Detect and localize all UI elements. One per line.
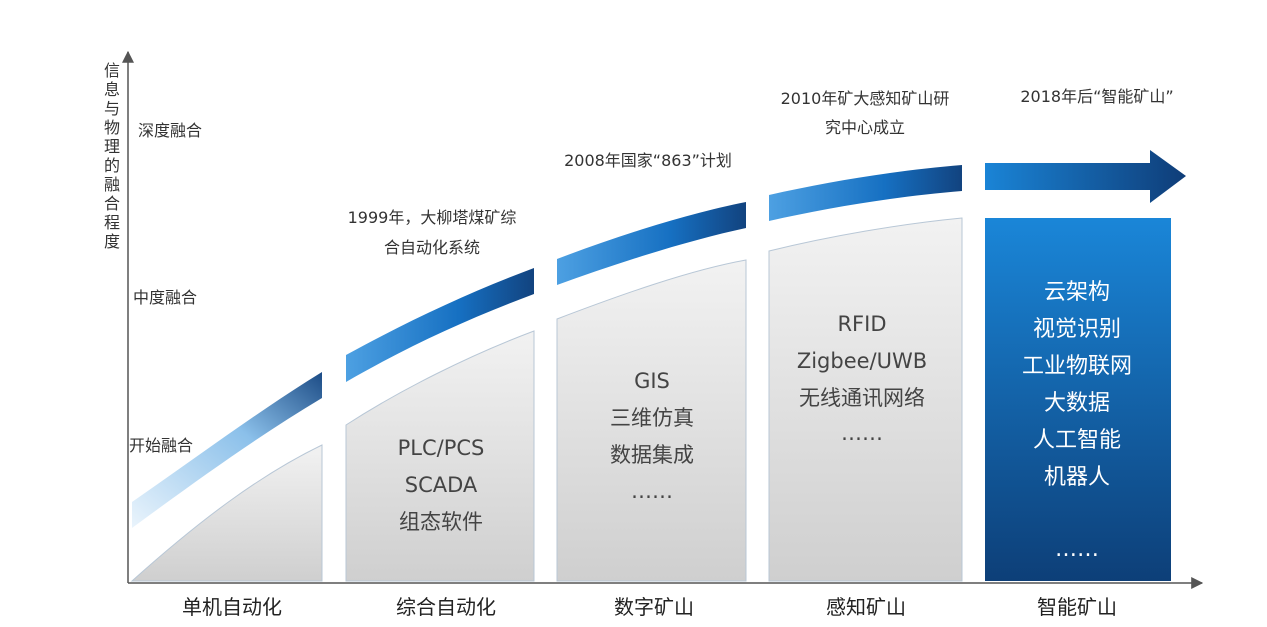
milestone-1999: 1999年，大柳塔煤矿综 合自动化系统 — [348, 208, 517, 257]
band-segment-4 — [769, 165, 962, 221]
svg-text:数据集成: 数据集成 — [610, 443, 694, 467]
stage-panel-integrated-automation — [345, 330, 535, 582]
svg-text:视觉识别: 视觉识别 — [1033, 317, 1121, 342]
svg-text:……: …… — [631, 479, 673, 503]
svg-text:2008年国家“863”计划: 2008年国家“863”计划 — [564, 151, 732, 170]
svg-text:云架构: 云架构 — [1044, 280, 1110, 305]
svg-text:无线通讯网络: 无线通讯网络 — [799, 386, 925, 410]
level-medium: 中度融合 — [133, 288, 197, 307]
svg-text:2018年后“智能矿山”: 2018年后“智能矿山” — [1020, 87, 1173, 106]
svg-text:三维仿真: 三维仿真 — [610, 406, 694, 430]
svg-text:大数据: 大数据 — [1044, 391, 1110, 416]
svg-text:……: …… — [841, 421, 883, 445]
svg-text:机器人: 机器人 — [1044, 465, 1110, 490]
stage-label-smart-mine: 智能矿山 — [1037, 595, 1117, 619]
tech-list-integrated-automation: PLC/PCS SCADA 组态软件 — [398, 436, 485, 534]
stage-label-single-automation: 单机自动化 — [182, 595, 282, 619]
level-start: 开始融合 — [129, 436, 193, 455]
milestone-2018: 2018年后“智能矿山” — [1020, 87, 1173, 106]
tech-list-sensing-mine: RFID Zigbee/UWB 无线通讯网络 …… — [797, 312, 927, 445]
stage-label-sensing-mine: 感知矿山 — [826, 595, 906, 619]
tech-list-smart-mine: 云架构 视觉识别 工业物联网 大数据 人工智能 机器人 …… — [1022, 280, 1132, 562]
band-segment-3 — [557, 202, 746, 285]
milestone-2008: 2008年国家“863”计划 — [564, 151, 732, 170]
level-deep: 深度融合 — [138, 121, 202, 140]
stage-label-integrated-automation: 综合自动化 — [396, 595, 496, 619]
band-segment-2 — [346, 268, 534, 382]
svg-text:合自动化系统: 合自动化系统 — [384, 238, 480, 257]
svg-text:人工智能: 人工智能 — [1033, 428, 1121, 453]
svg-text:SCADA: SCADA — [405, 473, 478, 497]
svg-text:……: …… — [1055, 537, 1099, 562]
band-segment-1 — [132, 372, 322, 528]
tech-list-digital-mine: GIS 三维仿真 数据集成 …… — [610, 369, 694, 503]
stage-panel-sensing-mine — [768, 217, 963, 582]
stage-label-digital-mine: 数字矿山 — [614, 595, 694, 619]
svg-text:2010年矿大感知矿山研: 2010年矿大感知矿山研 — [781, 89, 950, 108]
y-axis-title: 信息与物理的融合程度 — [104, 61, 120, 251]
svg-text:RFID: RFID — [837, 312, 886, 336]
stage-panel-smart-mine — [985, 218, 1171, 581]
stage-panel-single-automation — [130, 444, 323, 582]
svg-text:组态软件: 组态软件 — [399, 510, 483, 534]
svg-text:Zigbee/UWB: Zigbee/UWB — [797, 349, 927, 373]
svg-text:PLC/PCS: PLC/PCS — [398, 436, 485, 460]
svg-text:GIS: GIS — [634, 369, 670, 393]
svg-text:1999年，大柳塔煤矿综: 1999年，大柳塔煤矿综 — [348, 208, 517, 227]
milestone-2010: 2010年矿大感知矿山研 究中心成立 — [781, 89, 950, 137]
band-arrow — [985, 150, 1186, 203]
svg-text:工业物联网: 工业物联网 — [1022, 354, 1132, 379]
svg-text:究中心成立: 究中心成立 — [825, 118, 905, 137]
stage-panel-digital-mine — [556, 259, 747, 582]
